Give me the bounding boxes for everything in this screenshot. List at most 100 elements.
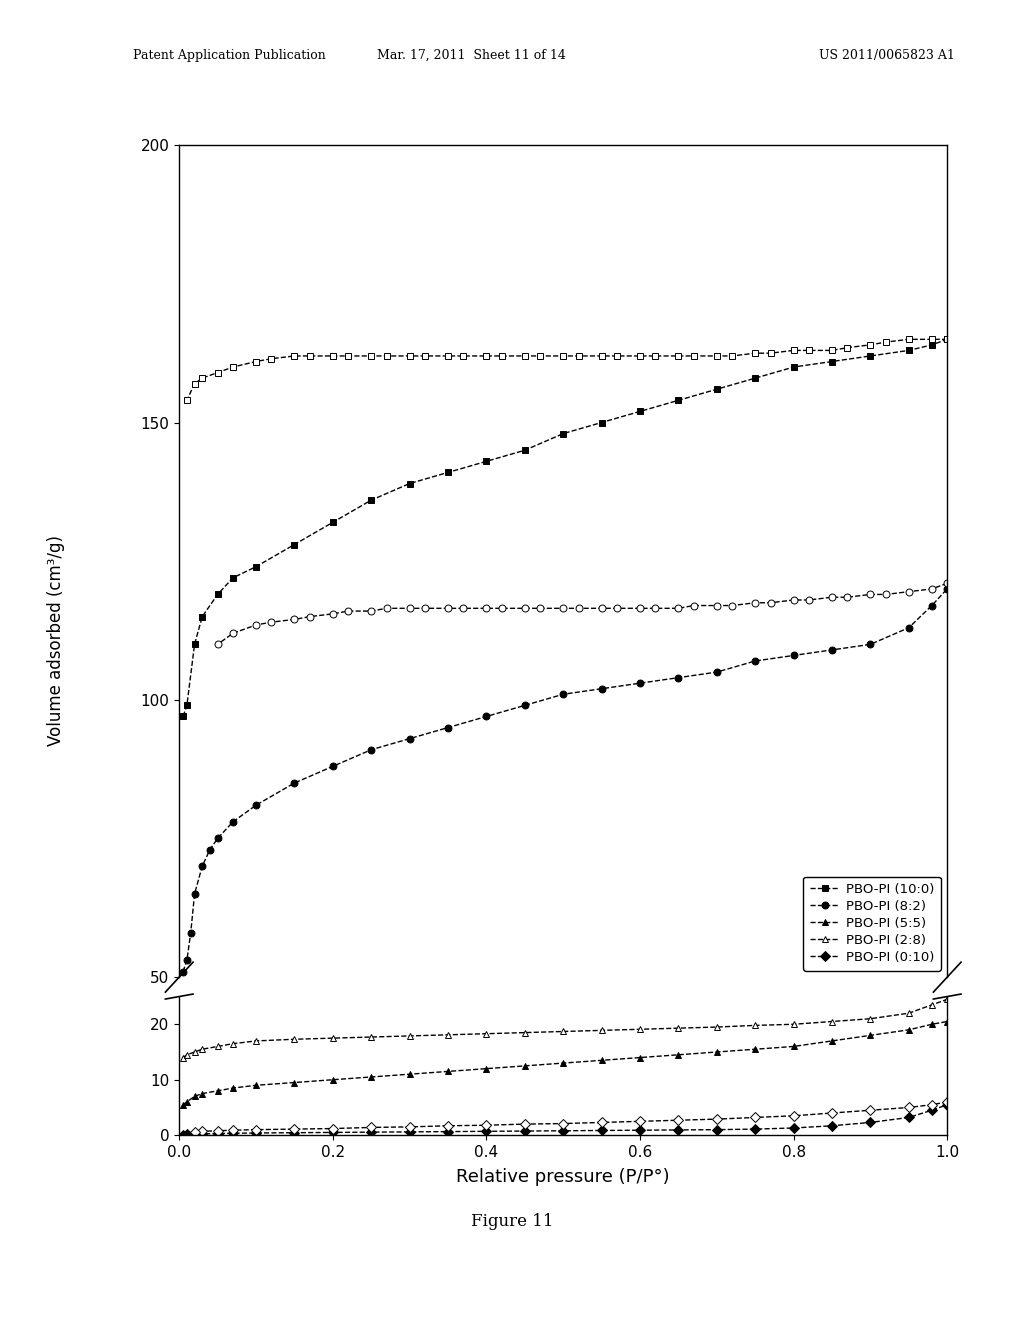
PBO-PI (5:5): [327, 1072, 339, 1088]
PBO-PI (0:10): [177, 1127, 189, 1143]
PBO-PI (10:0): [211, 586, 223, 602]
PBO-PI (2:8): [711, 1138, 723, 1154]
PBO-PI (8:2): [557, 568, 569, 583]
PBO-PI (2:8): [926, 997, 938, 1012]
PBO-PI (0:10): [634, 1122, 646, 1138]
PBO-PI (10:0): [177, 709, 189, 725]
PBO-PI (8:2): [518, 578, 530, 594]
PBO-PI (0:10): [903, 1229, 915, 1245]
PBO-PI (2:8): [825, 1014, 838, 1030]
PBO-PI (10:0): [226, 450, 239, 466]
PBO-PI (10:0): [196, 609, 209, 624]
PBO-PI (0:10): [177, 1246, 189, 1262]
PBO-PI (10:0): [177, 589, 189, 605]
PBO-PI (0:10): [196, 1126, 209, 1142]
PBO-PI (8:2): [926, 598, 938, 614]
PBO-PI (10:0): [903, 223, 915, 239]
PBO-PI (5:5): [188, 1208, 201, 1224]
PBO-PI (0:10): [250, 1125, 262, 1140]
PBO-PI (0:10): [180, 1246, 193, 1262]
PBO-PI (0:10): [480, 1242, 493, 1258]
PBO-PI (5:5): [634, 1049, 646, 1065]
PBO-PI (8:2): [673, 669, 685, 685]
PBO-PI (0:10): [711, 1122, 723, 1138]
PBO-PI (5:5): [177, 1097, 189, 1113]
PBO-PI (0:10): [250, 1245, 262, 1261]
PBO-PI (2:8): [177, 1049, 189, 1065]
PBO-PI (10:0): [825, 235, 838, 251]
PBO-PI (8:2): [250, 797, 262, 813]
PBO-PI (0:10): [673, 1241, 685, 1257]
PBO-PI (2:8): [864, 1011, 877, 1027]
PBO-PI (2:8): [480, 1026, 493, 1041]
PBO-PI (2:8): [196, 1160, 209, 1176]
Line: PBO-PI (2:8): PBO-PI (2:8): [179, 1115, 950, 1180]
PBO-PI (8:2): [480, 709, 493, 725]
PBO-PI (0:10): [365, 1243, 377, 1259]
PBO-PI (5:5): [441, 1064, 454, 1080]
PBO-PI (10:0): [365, 374, 377, 389]
PBO-PI (10:0): [825, 354, 838, 370]
PBO-PI (8:2): [403, 731, 416, 747]
PBO-PI (8:2): [180, 953, 193, 969]
PBO-PI (2:8): [634, 1140, 646, 1156]
PBO-PI (0:10): [518, 1242, 530, 1258]
PBO-PI (2:8): [518, 1144, 530, 1160]
PBO-PI (8:2): [180, 833, 193, 849]
PBO-PI (8:2): [211, 711, 223, 727]
PBO-PI (5:5): [211, 1203, 223, 1218]
PBO-PI (0:10): [750, 1241, 762, 1257]
PBO-PI (8:2): [926, 478, 938, 494]
PBO-PI (10:0): [673, 392, 685, 408]
PBO-PI (2:8): [289, 1151, 301, 1167]
PBO-PI (5:5): [825, 1152, 838, 1168]
PBO-PI (8:2): [441, 601, 454, 616]
PBO-PI (10:0): [365, 492, 377, 508]
PBO-PI (2:8): [196, 1041, 209, 1057]
PBO-PI (2:8): [250, 1152, 262, 1168]
PBO-PI (0:10): [327, 1243, 339, 1259]
PBO-PI (8:2): [864, 517, 877, 533]
PBO-PI (0:10): [864, 1234, 877, 1250]
PBO-PI (8:2): [184, 805, 197, 821]
PBO-PI (0:10): [365, 1125, 377, 1140]
PBO-PI (8:2): [226, 814, 239, 830]
PBO-PI (10:0): [926, 218, 938, 234]
PBO-PI (0:10): [180, 1126, 193, 1142]
PBO-PI (10:0): [403, 356, 416, 372]
PBO-PI (8:2): [711, 664, 723, 680]
PBO-PI (0:10): [211, 1126, 223, 1142]
PBO-PI (5:5): [557, 1055, 569, 1071]
PBO-PI (2:8): [289, 1031, 301, 1047]
PBO-PI (10:0): [211, 467, 223, 483]
PBO-PI (2:8): [864, 1130, 877, 1146]
PBO-PI (8:2): [557, 686, 569, 702]
PBO-PI (2:8): [941, 1110, 953, 1126]
PBO-PI (5:5): [196, 1085, 209, 1101]
PBO-PI (10:0): [226, 570, 239, 586]
PBO-PI (10:0): [787, 240, 800, 256]
PBO-PI (0:10): [634, 1242, 646, 1258]
Line: PBO-PI (0:10): PBO-PI (0:10): [179, 1101, 950, 1138]
PBO-PI (8:2): [327, 759, 339, 775]
Line: PBO-PI (10:0): PBO-PI (10:0): [179, 216, 950, 601]
PBO-PI (10:0): [441, 346, 454, 362]
PBO-PI (0:10): [518, 1123, 530, 1139]
Line: PBO-PI (2:8): PBO-PI (2:8): [179, 995, 950, 1061]
PBO-PI (2:8): [365, 1148, 377, 1164]
PBO-PI (5:5): [177, 1216, 189, 1232]
PBO-PI (10:0): [250, 558, 262, 574]
PBO-PI (0:10): [825, 1118, 838, 1134]
PBO-PI (10:0): [596, 296, 608, 312]
PBO-PI (10:0): [180, 578, 193, 594]
PBO-PI (2:8): [441, 1027, 454, 1043]
PBO-PI (5:5): [557, 1175, 569, 1191]
PBO-PI (2:8): [188, 1044, 201, 1060]
PBO-PI (10:0): [596, 414, 608, 430]
PBO-PI (0:10): [750, 1121, 762, 1137]
PBO-PI (8:2): [250, 678, 262, 694]
PBO-PI (2:8): [750, 1137, 762, 1152]
PBO-PI (0:10): [787, 1239, 800, 1255]
PBO-PI (8:2): [289, 656, 301, 672]
PBO-PI (8:2): [441, 719, 454, 735]
